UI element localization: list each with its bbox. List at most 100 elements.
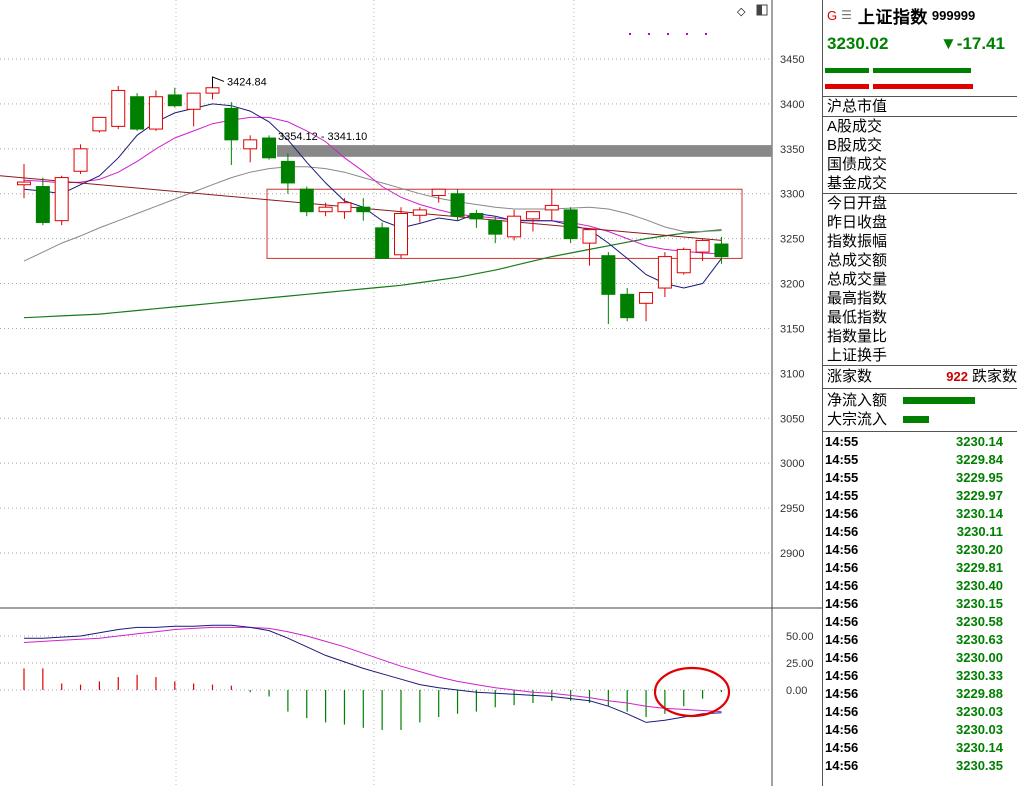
y-tick-label: 3250 (780, 234, 804, 246)
tick-row: 14:56 3230.14 (823, 505, 1017, 523)
resistance-band (277, 145, 772, 157)
tick-price: 3229.97 (956, 488, 1003, 503)
candle-body (35, 186, 50, 223)
candle-body (544, 204, 559, 211)
red-bar-left (825, 84, 869, 89)
field-label: 最低指数 (827, 309, 888, 326)
highlight-circle (653, 666, 731, 718)
diamond-icon: ◇ (737, 6, 746, 18)
candle-body (130, 96, 145, 130)
tick-price: 3230.33 (956, 668, 1003, 683)
tick-time: 14:55 (825, 452, 859, 467)
marker-dot (667, 33, 669, 35)
advance-count: 922 (946, 369, 968, 384)
field-label: A股成交 (827, 118, 883, 135)
market-cap-section: 沪总市值 (823, 97, 1017, 117)
candle-body (167, 94, 182, 107)
candle-body (186, 92, 201, 110)
last-price: 3230.02 (827, 34, 889, 53)
tick-time: 14:56 (825, 758, 859, 773)
y-tick-label: 3100 (780, 368, 804, 380)
decline-label: 跌家数 (971, 368, 1017, 385)
candle-body (620, 293, 635, 319)
macd-dif-line (24, 624, 722, 723)
candle-body (73, 148, 88, 172)
tick-time: 14:56 (825, 650, 859, 665)
tick-row: 14:56 3230.00 (823, 649, 1017, 667)
field-label: 总成交额 (827, 252, 888, 269)
tick-price: 3230.00 (956, 650, 1003, 665)
candle-body (224, 107, 239, 141)
flow-row: 大宗流入 (823, 410, 1017, 429)
tick-row: 14:56 3229.81 (823, 559, 1017, 577)
ma5-line (23, 103, 722, 289)
tick-price: 3230.14 (956, 434, 1003, 449)
candle-body (657, 256, 672, 289)
tick-time: 14:56 (825, 596, 859, 611)
tick-list[interactable]: 14:55 3230.14 14:55 3229.84 14:55 3229.95 14:5… (823, 432, 1017, 775)
candle-body (394, 212, 408, 256)
candle-body (356, 206, 371, 213)
tick-row: 14:55 3229.97 (823, 487, 1017, 505)
menu-icon[interactable]: ☰ (841, 8, 852, 22)
advance-label: 涨家数 (827, 368, 873, 385)
candle-body (92, 116, 107, 132)
y-tick-label: 3450 (780, 54, 804, 66)
y-tick-label: 2900 (780, 548, 804, 560)
candle-body (507, 215, 522, 238)
advance-decline-row: 涨家数 922 跌家数 (823, 366, 1017, 389)
flow-row: 净流入额 (823, 391, 1017, 410)
candle-body (639, 292, 654, 304)
tick-price: 3230.14 (956, 740, 1003, 755)
marker-dot (629, 33, 631, 35)
tick-row: 14:56 3230.14 (823, 739, 1017, 757)
kline-chart-area[interactable]: 3450 3400 3350 3300 3250 3200 3150 3100 3050 3000… (0, 0, 822, 786)
tick-time: 14:56 (825, 686, 859, 701)
candle-body (714, 243, 729, 258)
flow-label: 净流入额 (827, 392, 888, 409)
red-bar-right (873, 84, 973, 89)
flow-bar (903, 397, 975, 404)
candle-body (601, 255, 616, 295)
kline-chart[interactable]: 3450 3400 3350 3300 3250 3200 3150 3100 3050 3000… (0, 0, 822, 786)
tick-time: 14:55 (825, 434, 859, 449)
tick-time: 14:56 (825, 668, 859, 683)
candle-body (676, 248, 691, 274)
field-label: 指数量比 (827, 328, 888, 345)
tick-time: 14:56 (825, 560, 859, 575)
tick-time: 14:56 (825, 614, 859, 629)
tick-time: 14:56 (825, 506, 859, 521)
y-tick-label: 3200 (780, 279, 804, 291)
candle-body (280, 160, 295, 184)
candle-body (17, 181, 31, 186)
candle-body (337, 202, 352, 213)
tick-time: 14:56 (825, 524, 859, 539)
macd-dea-line (23, 626, 722, 713)
strength-bars (823, 58, 1017, 97)
tick-price: 3230.40 (956, 578, 1003, 593)
macd-tick-label: 25.00 (786, 658, 814, 670)
y-tick-label: 3150 (780, 323, 804, 335)
tick-time: 14:56 (825, 722, 859, 737)
candle-body (54, 177, 69, 222)
green-bar-right (873, 68, 971, 73)
y-tick-label: 3050 (780, 413, 804, 425)
window-icon-fill (757, 5, 762, 15)
y-tick-label: 3000 (780, 458, 804, 470)
candle-body (299, 188, 314, 213)
tick-price: 3230.20 (956, 542, 1003, 557)
y-tick-label: 3300 (780, 189, 804, 201)
marker-dot (705, 33, 707, 35)
tick-price: 3229.81 (956, 560, 1003, 575)
range-annotation: 3354.12 - 3341.10 (278, 131, 367, 143)
candle-body (205, 87, 220, 94)
g-label[interactable]: G (827, 7, 838, 23)
high-annotation: 3424.84 (227, 77, 267, 89)
tick-time: 14:56 (825, 542, 859, 557)
candle-body (431, 188, 446, 197)
macd-tick-label: 0.00 (786, 685, 807, 697)
tick-row: 14:56 3229.88 (823, 685, 1017, 703)
tick-row: 14:55 3229.95 (823, 469, 1017, 487)
range-box (266, 188, 743, 259)
tick-price: 3230.03 (956, 722, 1003, 737)
